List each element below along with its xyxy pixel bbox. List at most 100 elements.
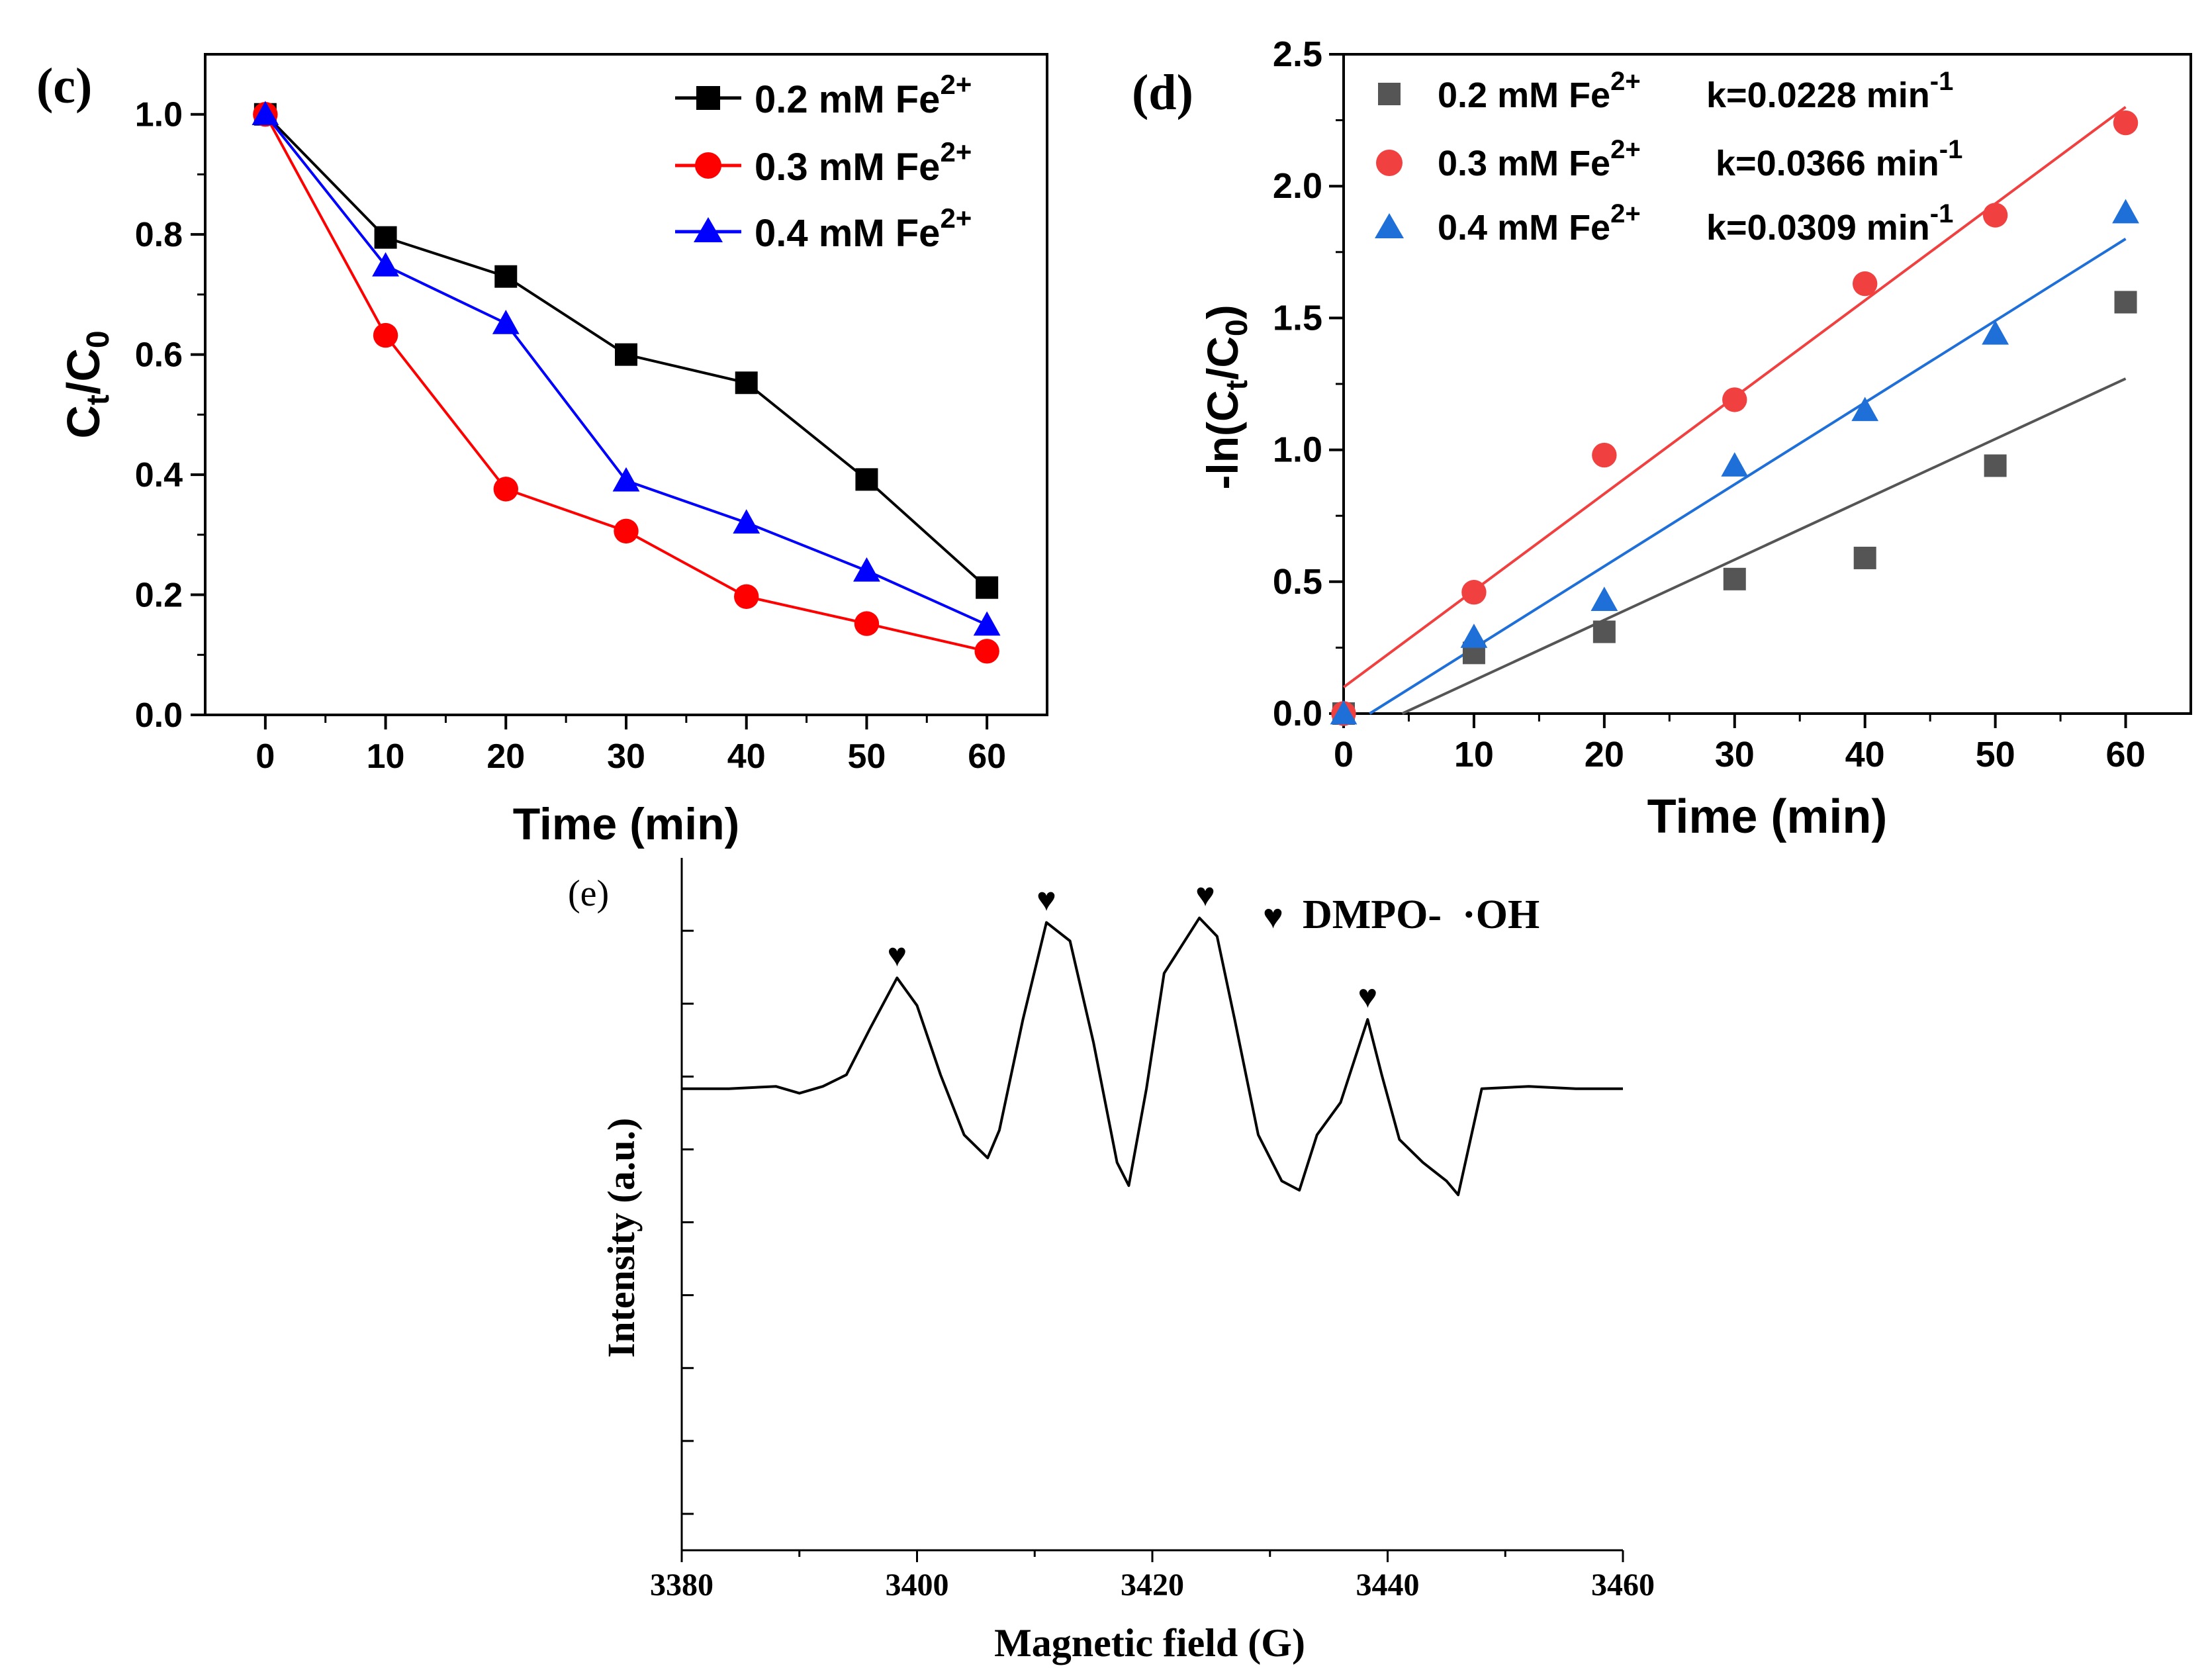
legend-rate-constant: k=0.0228 min-1 (1706, 67, 1953, 115)
panel-c-legend-entry-1: 0.3 mM Fe2+ (675, 136, 972, 189)
legend-marker-circle (1376, 150, 1403, 176)
y-tick-label: 1.0 (1273, 430, 1322, 470)
x-tick-label: 20 (1585, 735, 1624, 774)
series-2-point (2112, 199, 2139, 224)
panel-e-legend: ♥ DMPO- ·OH (1263, 892, 1540, 937)
series-line-2 (264, 113, 988, 626)
panel-d-series (1330, 110, 2139, 726)
x-tick-label: 20 (486, 737, 525, 776)
series-2-point (733, 509, 760, 534)
series-1-point (974, 639, 999, 664)
series-1-point (1722, 387, 1747, 412)
panel-e-label: (e) (568, 873, 609, 914)
panel-c-x-axis-label: Time (min) (513, 799, 740, 849)
panel-d-legend: 0.2 mM Fe2+ k=0.0228 min-1 0.3 mM Fe2+ k… (1375, 67, 1962, 248)
series-0-point (1592, 620, 1616, 643)
series-1-point (1461, 580, 1487, 605)
series-1-point (1852, 271, 1878, 297)
legend-label: 0.4 mM Fe2+ (755, 203, 972, 255)
series-1-point (493, 477, 518, 502)
series-2-point (1982, 320, 2009, 345)
panel-d: (d) 0 10 20 30 40 50 60 0.0 0.5 1.0 1.5 2.0 2.5 Time… (1132, 34, 2192, 843)
series-1-point (1982, 203, 2008, 228)
y-tick-label: 0.4 (135, 456, 183, 494)
heart-icon: ♥ (1037, 881, 1056, 918)
panel-c: (c) 0 10 20 30 40 50 60 0.0 0.2 0.4 0.6 0.8 1.0 Time… (36, 53, 1048, 849)
panel-c-y-axis-label: Ct/C0 (58, 330, 116, 438)
panel-e-y-axis-label: Intensity (a.u.) (600, 1118, 643, 1358)
series-0-point (735, 371, 758, 395)
panel-e-peak-markers: ♥ ♥ ♥ ♥ (887, 876, 1377, 1015)
heart-icon: ♥ (1358, 978, 1377, 1015)
panel-d-ticks: 0 10 20 30 40 50 60 0.0 0.5 1.0 1.5 2.0 2.5 (1273, 34, 2146, 774)
legend-marker-square (1378, 83, 1401, 105)
legend-rate-constant: k=0.0309 min-1 (1706, 199, 1953, 248)
legend-label: 0.3 mM Fe2+ (755, 136, 972, 189)
series-2-point (973, 611, 1001, 636)
x-tick-label: 60 (968, 737, 1006, 776)
legend-marker-triangle (694, 217, 723, 242)
series-1-point (614, 518, 639, 544)
panel-e: (e) 3380 3400 3420 3440 3460 ♥ ♥ ♥ ♥ ♥ DMPO- ·O… (568, 858, 1655, 1665)
panel-d-x-axis-label: Time (min) (1647, 790, 1888, 843)
fit-line-0 (1401, 377, 2127, 715)
y-tick-label: 0.2 (135, 577, 183, 615)
series-line-1 (264, 113, 988, 653)
x-tick-label: 3400 (886, 1567, 949, 1603)
legend-rate-constant: k=0.0366 min-1 (1716, 135, 1962, 183)
panel-c-legend: 0.2 mM Fe2+ 0.3 mM Fe2+ 0.4 mM Fe2+ (675, 69, 972, 255)
x-tick-label: 50 (1976, 735, 2015, 774)
panel-e-legend-label: DMPO- ·OH (1303, 892, 1540, 937)
series-2-point (1851, 397, 1879, 422)
series-1-point (1592, 442, 1617, 468)
x-tick-label: 50 (848, 737, 886, 776)
panel-d-legend-entry-0: 0.2 mM Fe2+ k=0.0228 min-1 (1378, 67, 1953, 115)
panel-e-ticks: 3380 3400 3420 3440 3460 (650, 929, 1655, 1603)
panel-c-ticks: 0 10 20 30 40 50 60 0.0 0.2 0.4 0.6 0.8 1.0 (135, 96, 1006, 776)
series-2-point (1721, 452, 1749, 477)
series-2-point (853, 557, 880, 582)
y-tick-label: 2.5 (1273, 34, 1322, 74)
y-tick-label: 1.0 (135, 96, 183, 134)
y-tick-label: 2.0 (1273, 166, 1322, 206)
series-0-point (1723, 567, 1746, 590)
legend-label: 0.3 mM Fe2+ (1438, 135, 1641, 183)
y-tick-label: 0.0 (1273, 694, 1322, 733)
legend-label: 0.4 mM Fe2+ (1438, 199, 1641, 248)
x-tick-label: 0 (1334, 735, 1354, 774)
panel-d-legend-entry-1: 0.3 mM Fe2+ k=0.0366 min-1 (1376, 135, 1962, 183)
series-2-point (1330, 700, 1358, 725)
x-tick-label: 10 (367, 737, 405, 776)
series-0-point (494, 265, 518, 288)
legend-label: 0.2 mM Fe2+ (1438, 67, 1641, 115)
series-0-point (1984, 454, 2007, 477)
panel-d-legend-entry-2: 0.4 mM Fe2+ k=0.0309 min-1 (1375, 199, 1953, 248)
series-2-point (1590, 586, 1618, 612)
y-tick-label: 1.5 (1273, 298, 1322, 338)
x-tick-label: 3380 (650, 1567, 714, 1603)
series-0-point (615, 343, 637, 366)
legend-label: 0.2 mM Fe2+ (755, 69, 972, 121)
y-tick-label: 0.6 (135, 336, 183, 375)
legend-marker-triangle (1375, 213, 1404, 238)
panel-e-epr-spectrum (682, 916, 1623, 1197)
series-1-point (2113, 110, 2139, 136)
series-1-point (734, 584, 759, 609)
series-2-point (612, 467, 640, 492)
panel-c-legend-entry-0: 0.2 mM Fe2+ (675, 69, 972, 121)
x-tick-label: 60 (2105, 735, 2145, 774)
series-0-point (855, 468, 878, 491)
series-0-point (1853, 546, 1876, 569)
series-2-point (252, 101, 279, 126)
x-tick-label: 40 (727, 737, 766, 776)
panel-d-y-axis-label: -ln(Ct/C0) (1198, 304, 1254, 489)
y-tick-label: 0.5 (1273, 562, 1322, 602)
x-tick-label: 3460 (1591, 1567, 1655, 1603)
x-tick-label: 3420 (1121, 1567, 1184, 1603)
legend-marker-circle (695, 152, 721, 179)
y-tick-label: 0.8 (135, 216, 183, 254)
y-tick-label: 0.0 (135, 696, 183, 735)
heart-icon: ♥ (887, 936, 907, 973)
series-0-point (976, 576, 999, 599)
